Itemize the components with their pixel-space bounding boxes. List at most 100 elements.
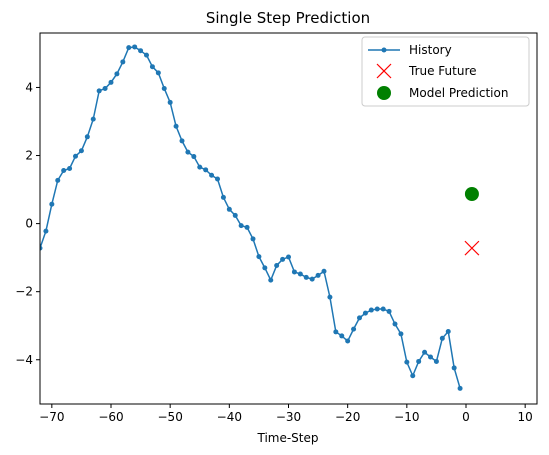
history-point: [380, 306, 386, 312]
history-point: [398, 331, 404, 337]
history-point: [368, 307, 374, 313]
true-future-stroke: [464, 240, 480, 256]
history-point: [40, 245, 43, 251]
chart-title: Single Step Prediction: [206, 9, 370, 27]
history-point: [297, 271, 303, 277]
history-point: [422, 349, 428, 355]
x-tick-label: −20: [335, 410, 360, 424]
history-point: [138, 48, 144, 54]
history-point: [433, 358, 439, 364]
history-point: [351, 326, 357, 332]
x-tick-label: −10: [394, 410, 419, 424]
history-point: [173, 123, 179, 129]
history-point: [167, 99, 173, 105]
history-point: [291, 269, 297, 275]
true-future-marker: [464, 240, 480, 256]
y-tick-label: 0: [25, 217, 33, 231]
x-axis-label: Time-Step: [256, 431, 318, 445]
y-tick-label: −4: [15, 353, 33, 367]
history-point: [149, 64, 155, 70]
history-point: [357, 315, 362, 321]
plot-area: [40, 44, 480, 391]
history-point: [428, 354, 433, 360]
history-point: [102, 85, 108, 91]
history-point: [362, 310, 368, 316]
history-point: [126, 45, 132, 51]
history-point: [309, 276, 315, 282]
history-point: [67, 165, 73, 171]
history-point: [386, 308, 392, 314]
history-point: [108, 79, 114, 85]
history-point: [232, 212, 238, 218]
history-point: [226, 206, 232, 212]
history-point: [327, 294, 333, 300]
history-point: [220, 194, 226, 200]
history-point: [333, 329, 339, 335]
history-point: [250, 236, 256, 242]
x-tick-label: −70: [39, 410, 64, 424]
history-point: [215, 176, 220, 182]
legend-true-future-marker: [376, 63, 392, 79]
history-point: [280, 256, 286, 262]
history-point: [161, 85, 167, 91]
history-point: [274, 262, 280, 268]
history-point: [238, 223, 244, 229]
history-point: [303, 274, 309, 280]
y-tick-label: −2: [15, 285, 33, 299]
x-tick-label: −30: [276, 410, 301, 424]
history-point: [374, 306, 380, 312]
x-tick-label: 0: [462, 410, 470, 424]
history-point: [209, 172, 215, 178]
history-point: [244, 224, 250, 230]
history-point: [203, 167, 209, 173]
legend: History True Future Model Prediction: [361, 36, 530, 107]
history-point: [84, 134, 90, 140]
history-point: [114, 71, 120, 77]
history-point: [445, 329, 451, 335]
legend-history-label: History: [409, 43, 452, 57]
history-point: [256, 254, 262, 260]
history-point: [179, 138, 185, 144]
legend-history-marker: [381, 47, 387, 53]
history-point: [73, 153, 78, 159]
history-point: [321, 268, 327, 274]
history-point: [90, 116, 96, 122]
history-point: [49, 201, 55, 207]
y-tick-label: 4: [25, 80, 33, 94]
legend-true-future-label: True Future: [408, 64, 477, 78]
history-point: [262, 265, 268, 271]
prediction-marker: [464, 186, 479, 201]
history-point: [392, 321, 398, 327]
history-point: [132, 44, 138, 50]
history-point: [286, 254, 291, 260]
history-point: [457, 385, 463, 391]
legend-frame: [361, 36, 530, 107]
history-point: [191, 154, 197, 160]
history-point: [315, 272, 321, 278]
history-point: [439, 335, 445, 341]
history-point: [61, 168, 67, 174]
x-tick-label: −40: [217, 410, 242, 424]
history-point: [43, 228, 49, 234]
history-point: [155, 70, 161, 76]
history-point: [144, 52, 149, 58]
history-point: [96, 88, 102, 94]
history-point: [410, 373, 416, 379]
history-point: [55, 177, 61, 183]
history-point: [185, 149, 191, 155]
history-point: [451, 365, 457, 371]
x-tick-label: 10: [518, 410, 533, 424]
history-point: [339, 333, 345, 339]
y-tick-label: 2: [25, 149, 33, 163]
history-point: [345, 338, 351, 344]
history-point: [416, 358, 422, 364]
history-point: [197, 164, 203, 170]
x-tick-label: −60: [98, 410, 123, 424]
history-point: [268, 277, 274, 283]
legend-prediction-marker: [377, 86, 391, 100]
history-point: [78, 148, 84, 154]
history-point: [120, 59, 126, 65]
